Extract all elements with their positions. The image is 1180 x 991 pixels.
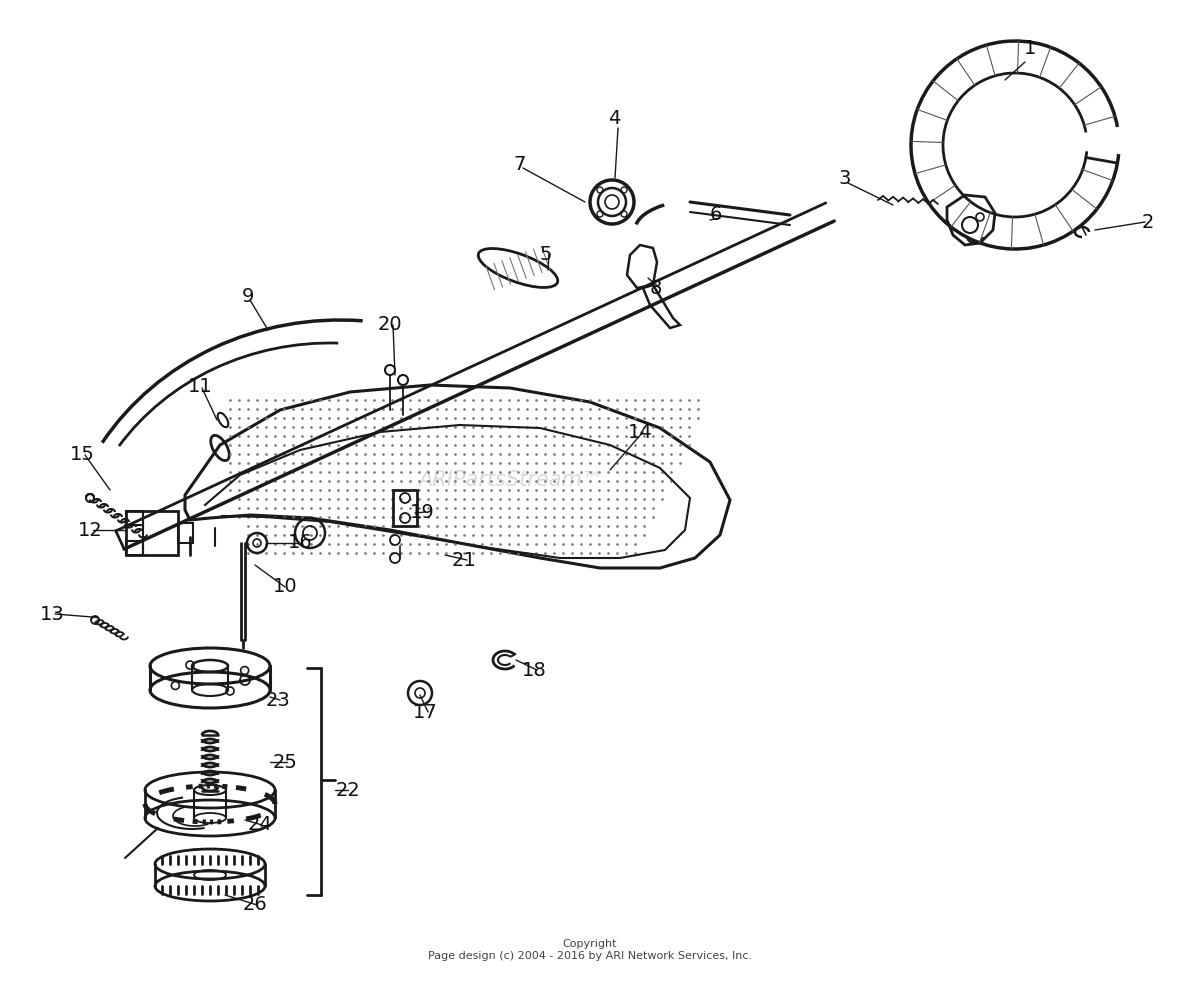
- Text: 22: 22: [335, 781, 360, 800]
- Text: 13: 13: [40, 605, 65, 623]
- Text: 20: 20: [378, 315, 402, 335]
- Text: 18: 18: [522, 660, 546, 680]
- Text: 8: 8: [650, 278, 662, 297]
- Text: Copyright
Page design (c) 2004 - 2016 by ARI Network Services, Inc.: Copyright Page design (c) 2004 - 2016 by…: [428, 939, 752, 961]
- Text: 5: 5: [539, 245, 552, 264]
- Text: 25: 25: [273, 752, 297, 772]
- Text: 2: 2: [1142, 212, 1154, 232]
- Text: 4: 4: [608, 108, 621, 128]
- Text: 3: 3: [839, 168, 851, 187]
- Text: 24: 24: [248, 816, 273, 834]
- Text: 17: 17: [413, 703, 438, 721]
- Text: 16: 16: [288, 533, 313, 553]
- Text: 12: 12: [78, 520, 103, 539]
- Text: 26: 26: [243, 896, 268, 915]
- Text: 14: 14: [628, 422, 653, 442]
- Text: 11: 11: [188, 378, 212, 396]
- Text: 9: 9: [242, 286, 254, 305]
- Text: 1: 1: [1024, 39, 1036, 57]
- Text: 15: 15: [70, 446, 94, 465]
- Text: 6: 6: [710, 204, 722, 224]
- Text: 19: 19: [409, 502, 434, 521]
- Text: 23: 23: [266, 691, 290, 710]
- Text: 10: 10: [273, 578, 297, 597]
- Text: 7: 7: [513, 156, 526, 174]
- Text: 21: 21: [452, 550, 477, 570]
- Text: ARIPartsStream™: ARIPartsStream™: [418, 470, 602, 490]
